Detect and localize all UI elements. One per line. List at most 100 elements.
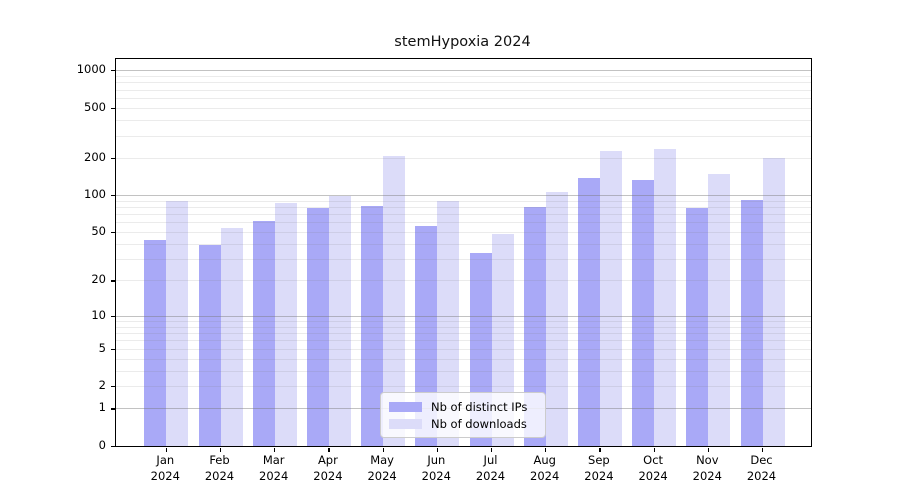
minor-gridline [116, 370, 811, 372]
bar-downloads-apr [328, 196, 351, 446]
y-tick-label: 100 [84, 187, 106, 201]
bar-distinct-ips-nov [686, 208, 709, 446]
x-tick [707, 447, 709, 452]
legend-label-downloads: Nb of downloads [431, 416, 527, 431]
chart-title: stemHypoxia 2024 [394, 34, 531, 50]
legend-item-distinct-ips: Nb of distinct IPs [389, 398, 537, 415]
minor-gridline [116, 326, 811, 328]
x-tick-label-sep: Sep 2024 [584, 453, 614, 483]
minor-gridline [116, 348, 811, 350]
x-tick-label-may: May 2024 [367, 453, 397, 483]
bar-distinct-ips-aug [523, 207, 546, 446]
x-tick [761, 447, 764, 452]
bar-distinct-ips-jun [415, 226, 438, 446]
legend-label-distinct-ips: Nb of distinct IPs [431, 399, 528, 414]
major-gridline [116, 195, 811, 196]
bar-downloads-dec [762, 157, 785, 446]
minor-gridline [116, 244, 811, 245]
bar-distinct-ips-sep [577, 177, 600, 446]
minor-gridline [116, 207, 811, 208]
legend-swatch-downloads [389, 418, 422, 429]
y-tick [110, 408, 115, 410]
bar-distinct-ips-jan [144, 240, 167, 446]
y-tick [110, 195, 115, 197]
y-tick-label: 10 [91, 307, 106, 322]
x-tick [545, 447, 547, 452]
y-tick [110, 386, 115, 388]
y-tick [110, 315, 115, 317]
bar-downloads-feb [220, 228, 243, 446]
bar-downloads-jun [437, 201, 460, 446]
x-tick [219, 447, 222, 452]
bar-distinct-ips-dec [740, 199, 763, 446]
x-tick [382, 447, 384, 452]
y-tick [110, 157, 115, 159]
minor-gridline [116, 98, 811, 99]
bar-downloads-jan [166, 201, 189, 446]
plot-area [110, 58, 812, 452]
bar-distinct-ips-may [361, 205, 384, 446]
minor-gridline [116, 157, 811, 159]
x-tick-label-apr: Apr 2024 [313, 453, 343, 483]
y-tick-label: 2 [98, 378, 106, 393]
x-tick-label-jan: Jan 2024 [150, 453, 180, 483]
minor-gridline [116, 222, 811, 224]
minor-gridline [116, 232, 811, 234]
legend-item-downloads: Nb of downloads [389, 415, 537, 432]
minor-gridline [116, 358, 811, 360]
y-tick-label: 50 [91, 224, 106, 239]
legend: Nb of distinct IPs Nb of downloads [380, 392, 546, 438]
minor-gridline [116, 107, 811, 109]
y-tick [110, 107, 115, 110]
major-gridline [116, 70, 811, 72]
x-tick [274, 447, 276, 452]
y-tick-label: 0 [98, 438, 106, 452]
y-tick [110, 348, 115, 350]
x-tick-label-dec: Dec 2024 [746, 453, 777, 483]
x-tick [436, 447, 438, 452]
y-tick [110, 446, 115, 448]
y-tick-label: 5 [98, 340, 106, 355]
bar-distinct-ips-mar [252, 220, 275, 446]
x-tick-label-oct: Oct 2024 [638, 453, 668, 483]
bar-distinct-ips-feb [198, 245, 221, 446]
minor-gridline [116, 82, 811, 84]
minor-gridline [116, 200, 811, 202]
minor-gridline [116, 280, 811, 282]
bar-downloads-aug [545, 191, 568, 446]
x-tick-label-nov: Nov 2024 [692, 453, 722, 483]
x-tick [328, 447, 330, 452]
minor-gridline [116, 259, 811, 261]
bar-downloads-may [383, 156, 406, 446]
x-tick-label-feb: Feb 2024 [204, 453, 235, 483]
minor-gridline [116, 332, 811, 334]
x-tick-label-jun: Jun 2024 [421, 453, 451, 483]
minor-gridline [116, 214, 811, 216]
y-tick [110, 280, 115, 282]
x-tick [599, 447, 601, 452]
minor-gridline [116, 120, 811, 121]
bar-downloads-nov [708, 174, 731, 446]
bar-downloads-sep [599, 150, 622, 446]
minor-gridline [116, 386, 811, 388]
bar-distinct-ips-oct [632, 180, 655, 446]
x-tick-label-jul: Jul 2024 [475, 453, 506, 483]
legend-swatch-distinct-ips [389, 401, 422, 412]
y-tick-label: 1 [98, 400, 106, 415]
minor-gridline [116, 76, 811, 77]
bar-distinct-ips-apr [306, 208, 329, 446]
minor-gridline [116, 340, 811, 342]
bar-downloads-mar [274, 203, 297, 446]
x-tick [653, 447, 655, 452]
minor-gridline [116, 89, 811, 91]
x-tick-label-mar: Mar 2024 [259, 453, 289, 483]
y-tick-label: 1000 [76, 62, 106, 77]
minor-gridline [116, 135, 811, 137]
bar-downloads-oct [654, 149, 677, 446]
x-tick [490, 447, 493, 452]
y-tick-label: 20 [91, 272, 106, 287]
x-tick [165, 447, 167, 452]
y-tick-label: 200 [84, 149, 106, 164]
y-tick-label: 500 [84, 99, 106, 114]
